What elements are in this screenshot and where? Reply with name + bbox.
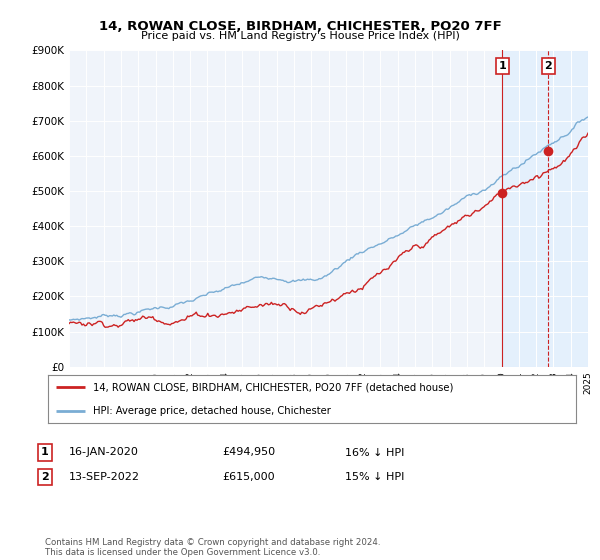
Bar bbox=[502, 50, 588, 367]
Text: £615,000: £615,000 bbox=[222, 472, 275, 482]
Text: 2: 2 bbox=[41, 472, 49, 482]
Text: 13-SEP-2022: 13-SEP-2022 bbox=[69, 472, 140, 482]
Text: 1: 1 bbox=[499, 61, 506, 71]
Text: £494,950: £494,950 bbox=[222, 447, 275, 458]
Text: 14, ROWAN CLOSE, BIRDHAM, CHICHESTER, PO20 7FF (detached house): 14, ROWAN CLOSE, BIRDHAM, CHICHESTER, PO… bbox=[93, 382, 453, 392]
Text: 1: 1 bbox=[41, 447, 49, 458]
Text: HPI: Average price, detached house, Chichester: HPI: Average price, detached house, Chic… bbox=[93, 406, 331, 416]
Text: 16-JAN-2020: 16-JAN-2020 bbox=[69, 447, 139, 458]
Text: 16% ↓ HPI: 16% ↓ HPI bbox=[345, 447, 404, 458]
Text: 14, ROWAN CLOSE, BIRDHAM, CHICHESTER, PO20 7FF: 14, ROWAN CLOSE, BIRDHAM, CHICHESTER, PO… bbox=[98, 20, 502, 32]
Text: Price paid vs. HM Land Registry's House Price Index (HPI): Price paid vs. HM Land Registry's House … bbox=[140, 31, 460, 41]
Text: 2: 2 bbox=[545, 61, 552, 71]
Text: 15% ↓ HPI: 15% ↓ HPI bbox=[345, 472, 404, 482]
Text: Contains HM Land Registry data © Crown copyright and database right 2024.
This d: Contains HM Land Registry data © Crown c… bbox=[45, 538, 380, 557]
